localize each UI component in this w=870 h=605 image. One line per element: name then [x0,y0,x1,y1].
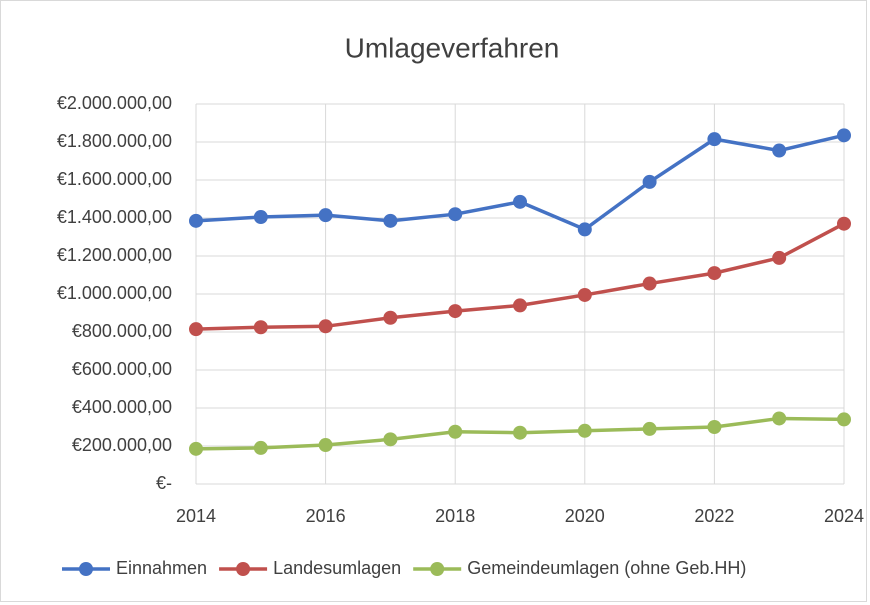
data-point [707,266,722,281]
data-point [448,207,463,222]
legend-label: Gemeindeumlagen (ohne Geb.HH) [467,558,746,578]
data-point [189,441,203,456]
legend-marker [430,562,445,576]
x-tick-label: 2022 [694,506,734,526]
data-point [318,438,333,453]
data-point [837,128,851,143]
data-point [513,298,527,313]
data-point [253,210,268,225]
data-point [253,440,268,455]
y-tick-label: €200.000,00 [72,435,172,455]
y-tick-label: €1.800.000,00 [57,131,172,151]
data-point [513,194,527,209]
y-tick-label: €- [156,473,172,493]
y-tick-label: €600.000,00 [72,359,172,379]
data-point [318,319,333,334]
y-tick-label: €800.000,00 [72,321,172,341]
data-point [642,276,657,291]
x-tick-label: 2014 [176,506,216,526]
data-point [189,322,203,337]
x-tick-label: 2024 [824,506,864,526]
data-point [448,304,463,319]
data-point [383,432,398,447]
data-point [383,213,398,228]
legend-marker [79,562,93,576]
legend-label: Landesumlagen [273,558,401,578]
y-tick-label: €1.600.000,00 [57,169,172,189]
data-point [707,132,722,147]
data-point [707,420,722,434]
data-point [577,222,592,237]
y-tick-label: €400.000,00 [72,397,172,417]
x-tick-label: 2020 [565,506,605,526]
data-point [642,174,657,189]
x-tick-label: 2016 [306,506,346,526]
data-point [383,310,398,325]
data-point [772,411,787,426]
data-point [189,213,203,228]
legend-label: Einnahmen [116,558,207,578]
y-tick-label: €1.200.000,00 [57,245,172,265]
data-point [253,320,268,335]
y-tick-label: €1.400.000,00 [57,207,172,227]
data-point [577,423,592,438]
x-tick-label: 2018 [435,506,475,526]
data-point [642,421,657,436]
data-point [448,424,463,439]
data-point [837,412,851,427]
data-point [772,250,787,265]
data-point [318,208,333,223]
y-tick-label: €2.000.000,00 [57,93,172,113]
data-point [772,143,787,158]
chart-title: Umlageverfahren [345,32,560,63]
data-point [513,425,527,440]
data-point [837,216,851,231]
y-tick-label: €1.000.000,00 [57,283,172,303]
data-point [577,287,592,302]
legend-marker [236,562,251,576]
